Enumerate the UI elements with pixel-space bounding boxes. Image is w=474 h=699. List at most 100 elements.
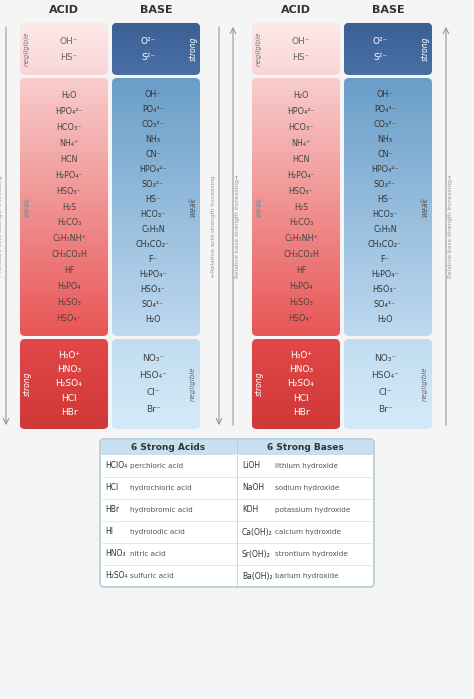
Text: BASE: BASE xyxy=(372,5,404,15)
Text: H₂SO₄: H₂SO₄ xyxy=(55,380,82,389)
Bar xyxy=(252,44,340,45)
Bar xyxy=(20,326,108,329)
Bar xyxy=(344,416,432,418)
Text: Br⁻: Br⁻ xyxy=(378,405,392,415)
Bar xyxy=(112,63,200,64)
Text: NO₃⁻: NO₃⁻ xyxy=(142,354,164,363)
Bar xyxy=(344,47,432,48)
Bar xyxy=(252,407,340,409)
Bar xyxy=(112,94,200,97)
Bar xyxy=(252,23,340,24)
Bar xyxy=(20,24,108,25)
Bar xyxy=(252,424,340,426)
Bar xyxy=(112,222,200,226)
Bar xyxy=(252,29,340,31)
Bar xyxy=(344,371,432,373)
Text: H₂O: H₂O xyxy=(377,315,393,324)
Bar xyxy=(112,391,200,393)
Bar xyxy=(252,373,340,375)
Bar xyxy=(20,261,108,265)
Bar xyxy=(20,319,108,323)
Bar xyxy=(344,303,432,307)
Text: ACID: ACID xyxy=(281,5,311,15)
Bar xyxy=(112,181,200,185)
Bar xyxy=(344,126,432,129)
Bar xyxy=(20,426,108,428)
Bar xyxy=(252,59,340,60)
Bar xyxy=(252,356,340,358)
Bar xyxy=(20,370,108,372)
Bar xyxy=(112,61,200,62)
Bar xyxy=(112,39,200,41)
Bar xyxy=(252,64,340,65)
Text: strong: strong xyxy=(420,37,429,62)
Bar xyxy=(252,69,340,71)
Bar xyxy=(20,164,108,168)
Bar xyxy=(344,41,432,43)
Bar xyxy=(20,90,108,94)
Bar xyxy=(112,379,200,381)
Bar xyxy=(344,66,432,68)
Bar xyxy=(20,412,108,415)
Bar xyxy=(252,397,340,398)
Bar xyxy=(112,67,200,69)
Text: H₂SO₃: H₂SO₃ xyxy=(289,298,313,307)
Bar xyxy=(112,60,200,62)
Bar xyxy=(252,378,340,380)
Bar xyxy=(252,38,340,40)
Text: H₂SO₄: H₂SO₄ xyxy=(105,572,128,580)
Bar xyxy=(344,360,432,361)
Bar xyxy=(20,206,108,210)
Bar xyxy=(344,38,432,39)
Bar xyxy=(344,421,432,424)
Bar xyxy=(252,404,340,405)
Text: C₅H₅NH⁺: C₅H₅NH⁺ xyxy=(52,234,86,243)
Bar xyxy=(252,274,340,278)
Bar xyxy=(344,59,432,61)
Bar xyxy=(344,274,432,278)
Bar xyxy=(112,384,200,385)
Bar xyxy=(252,22,340,24)
Bar xyxy=(20,42,108,43)
Bar xyxy=(20,40,108,41)
Bar xyxy=(112,197,200,201)
Bar xyxy=(20,354,108,356)
Bar xyxy=(344,38,432,40)
Text: OH⁻: OH⁻ xyxy=(145,90,161,99)
Bar xyxy=(344,132,432,136)
Bar xyxy=(344,375,432,377)
Bar xyxy=(20,303,108,307)
Bar xyxy=(112,416,200,418)
Bar xyxy=(252,371,340,373)
Bar xyxy=(344,398,432,400)
Text: HCO₃⁻: HCO₃⁻ xyxy=(372,210,398,219)
Bar xyxy=(344,377,432,378)
Bar xyxy=(344,31,432,32)
Bar xyxy=(20,393,108,394)
Bar xyxy=(20,349,108,350)
Bar xyxy=(252,53,340,55)
Bar xyxy=(252,66,340,68)
Bar xyxy=(344,379,432,381)
Bar xyxy=(112,145,200,149)
Bar xyxy=(20,404,108,405)
Bar xyxy=(252,100,340,103)
Text: HCl: HCl xyxy=(105,484,118,493)
Bar xyxy=(344,271,432,275)
Bar xyxy=(112,326,200,329)
Text: NH₄⁺: NH₄⁺ xyxy=(292,139,310,148)
Bar xyxy=(112,350,200,352)
Bar xyxy=(252,210,340,213)
Text: negligible: negligible xyxy=(256,31,262,66)
Bar xyxy=(344,338,432,340)
Bar xyxy=(344,347,432,349)
Bar xyxy=(20,22,108,24)
Bar xyxy=(112,48,200,49)
Bar xyxy=(344,340,432,343)
Bar xyxy=(112,410,200,412)
Text: Sr(OH)₂: Sr(OH)₂ xyxy=(242,549,271,559)
Bar xyxy=(112,255,200,259)
Bar xyxy=(344,356,432,358)
Bar xyxy=(252,49,340,50)
Bar xyxy=(112,297,200,301)
